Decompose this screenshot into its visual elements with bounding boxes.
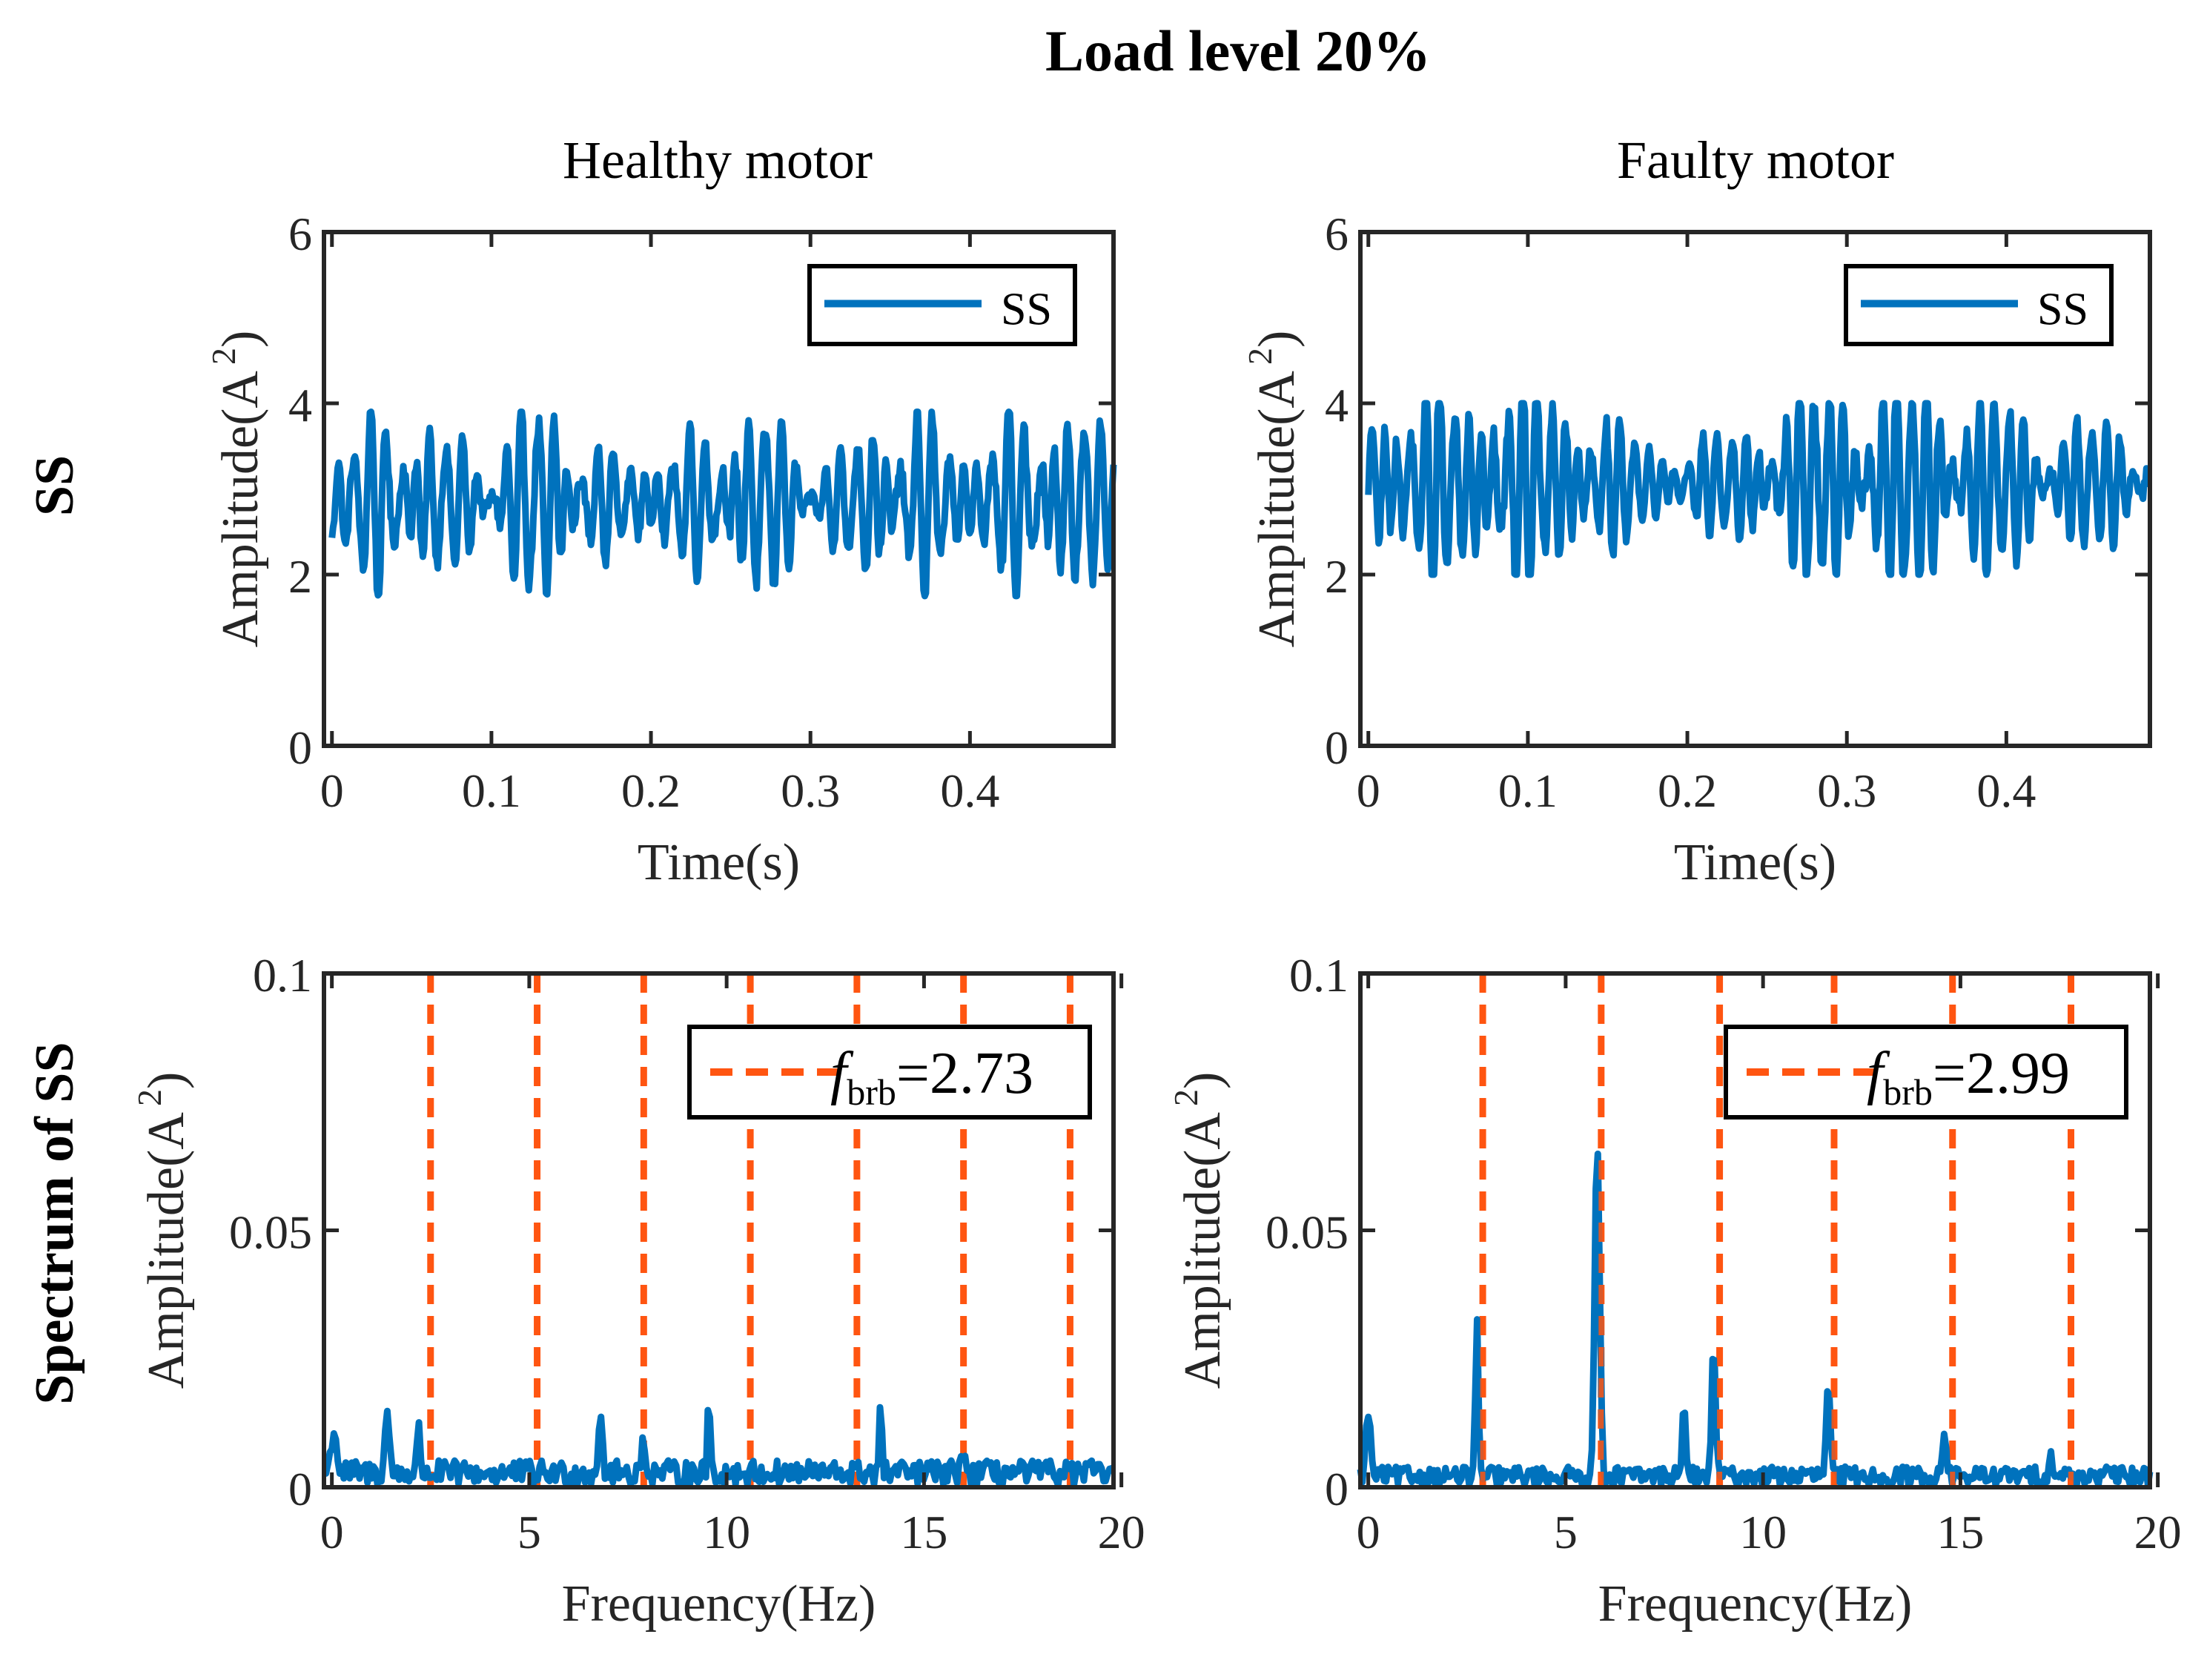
x-tick-label: 10 [1739, 1506, 1787, 1558]
x-tick-label: 20 [2134, 1506, 2182, 1558]
y-tick-label: 6 [1325, 208, 1349, 260]
y-axis-label: Amplitude(A 2) [1167, 1072, 1231, 1389]
legend-label: SS [2037, 285, 2088, 335]
figure-title: Load level 20% [1045, 19, 1431, 83]
y-axis-label-text: Amplitude(A [1174, 1112, 1231, 1389]
legend-label-value: =2.99 [1933, 1041, 2070, 1106]
y-axis-label-sup: 2 [205, 348, 242, 365]
x-tick-label: 0.1 [462, 764, 521, 817]
y-tick-label: 0.05 [229, 1206, 312, 1259]
y-tick-label: 4 [288, 379, 312, 431]
x-axis-label: Time(s) [1674, 834, 1836, 891]
x-tick-label: 0 [1357, 1506, 1380, 1558]
legend: SS [1844, 264, 2114, 346]
x-tick-label: 0.2 [1658, 764, 1717, 817]
x-axis-label: Frequency(Hz) [562, 1575, 876, 1633]
series-line [328, 409, 1117, 600]
panel-healthy-time: 0 0.1 0.2 0.3 0.4 0 2 4 6 Time(s) Amplitude(A 2) SS [205, 208, 1117, 891]
x-tick-label: 0.2 [621, 764, 681, 817]
y-tick-label: 0 [1325, 721, 1349, 774]
x-tick-label: 15 [900, 1506, 947, 1558]
y-tick-label: 0.05 [1265, 1206, 1349, 1259]
x-tick-label: 0.4 [940, 764, 999, 817]
y-axis-label: Amplitude(A 2) [1241, 331, 1306, 648]
y-tick-label: 0 [1325, 1463, 1349, 1515]
y-axis-label: Amplitude(A 2) [130, 1072, 195, 1389]
x-tick-label: 5 [517, 1506, 541, 1558]
y-axis-label-close: ) [138, 1072, 195, 1089]
y-tick-label: 0.1 [253, 949, 312, 1002]
y-axis-label-text: Amplitude(A [138, 1112, 195, 1389]
y-axis-label-close: ) [212, 331, 269, 348]
x-tick-label: 0.1 [1498, 764, 1558, 817]
x-tick-label: 0 [320, 764, 344, 817]
y-axis-label: Amplitude(A 2) [205, 331, 269, 648]
y-axis-label-text: Amplitude(A [1248, 371, 1306, 648]
column-title-faulty: Faulty motor [1617, 130, 1894, 190]
column-title-healthy: Healthy motor [563, 130, 873, 190]
legend: SS [807, 264, 1077, 346]
y-tick-label: 2 [1325, 550, 1349, 603]
legend-label: fbrb=2.73 [830, 1041, 1033, 1113]
x-tick-label: 5 [1554, 1506, 1578, 1558]
x-tick-label: 0.3 [781, 764, 840, 817]
y-tick-label: 2 [288, 550, 312, 603]
x-tick-label: 10 [703, 1506, 750, 1558]
y-tick-label: 0 [288, 721, 312, 774]
x-tick-label: 0.3 [1817, 764, 1876, 817]
legend-label-sub: brb [847, 1071, 896, 1113]
y-tick-label: 4 [1325, 379, 1349, 431]
y-axis-label-close: ) [1248, 331, 1306, 348]
panels: 0 0.1 0.2 0.3 0.40246Time(s)Amplitude(A2)SS0… [130, 208, 2182, 1633]
y-axis-label-sup: 2 [130, 1089, 168, 1106]
legend-label-value: =2.73 [896, 1041, 1033, 1106]
legend: fbrb=2.99 [1724, 1025, 2128, 1120]
legend-box [687, 1025, 1092, 1120]
panel-faulty-time: 0 0.1 0.2 0.3 0.4 0 2 4 6 Time(s) Amplitude(A 2) SS [1241, 208, 2152, 891]
x-tick-label: 0 [1357, 764, 1380, 817]
x-tick-label: 0 [320, 1506, 344, 1558]
x-tick-label: 0.4 [1976, 764, 2036, 817]
x-tick-label: 20 [1098, 1506, 1145, 1558]
panel-healthy-spectrum: 0 5 10 15 20 0 0.05 0.1 Frequency(Hz) Amplitude(A… [130, 949, 1145, 1633]
legend: fbrb=2.73 [687, 1025, 1092, 1120]
y-axis-label-sup: 2 [1167, 1089, 1205, 1106]
y-tick-label: 0 [288, 1463, 312, 1515]
y-axis-label-close: ) [1174, 1072, 1231, 1089]
axes-box [322, 230, 1116, 748]
legend-label: SS [1001, 285, 1052, 335]
y-tick-label: 6 [288, 208, 312, 260]
row-label-spectrum: Spectrum of SS [24, 1042, 85, 1404]
y-axis-label-text: Amplitude(A [212, 371, 269, 648]
legend-label-sub: brb [1883, 1071, 1933, 1113]
x-tick-label: 15 [1936, 1506, 1984, 1558]
panel-faulty-spectrum: 0 5 10 15 20 0 0.05 0.1 Frequency(Hz) Amplitude(A… [1167, 949, 2182, 1633]
y-axis-label-sup: 2 [1241, 348, 1279, 365]
x-axis-label: Time(s) [638, 834, 800, 891]
series-line [1365, 400, 2152, 578]
row-label-ss: SS [24, 455, 85, 516]
series-line [1357, 1150, 2154, 1489]
series-line [322, 1403, 1115, 1489]
y-tick-label: 0.1 [1289, 949, 1349, 1002]
axes-box [1358, 230, 2152, 748]
x-axis-label: Frequency(Hz) [1598, 1575, 1913, 1633]
